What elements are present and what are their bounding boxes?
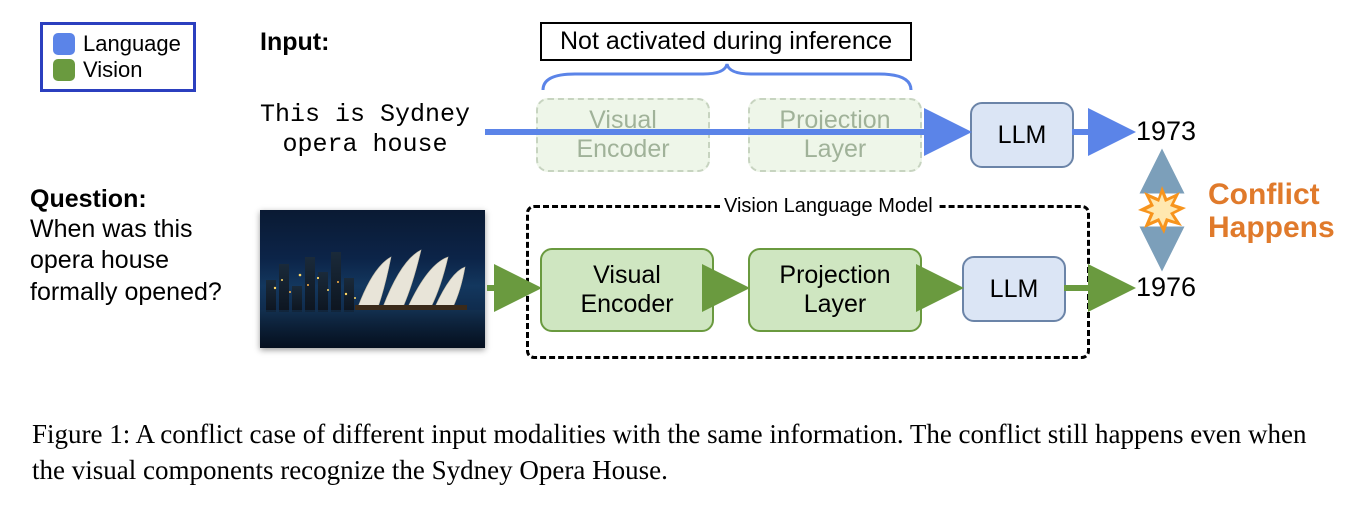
caption-prefix: Figure 1: <box>32 419 136 449</box>
figure-caption: Figure 1: A conflict case of different i… <box>32 416 1332 489</box>
output-vision: 1976 <box>1136 272 1196 303</box>
conflict-label: Conflict Happens <box>1208 178 1335 244</box>
collision-icon <box>1136 184 1188 236</box>
conflict-line1: Conflict <box>1208 178 1320 211</box>
caption-text: A conflict case of different input modal… <box>32 419 1306 485</box>
output-language: 1973 <box>1136 116 1196 147</box>
conflict-line2: Happens <box>1208 211 1335 244</box>
figure-canvas: Language Vision Question: When was this … <box>0 0 1360 510</box>
